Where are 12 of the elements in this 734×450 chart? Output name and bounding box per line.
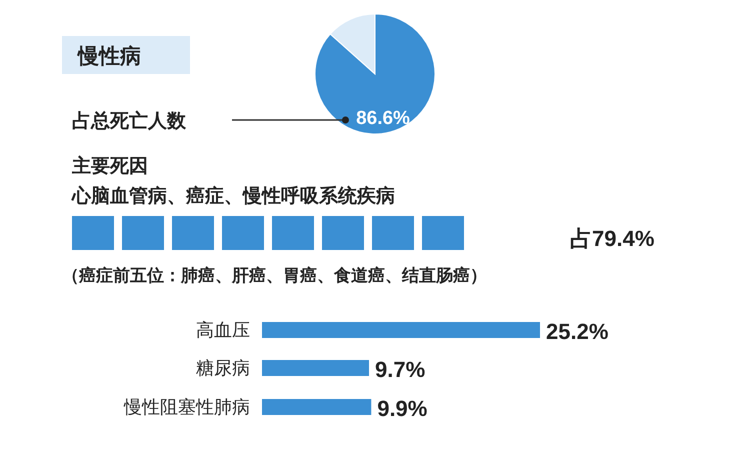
data-label: 9.7%: [375, 357, 426, 382]
data-label: 86.6%: [356, 108, 410, 129]
data-label: 25.2%: [546, 319, 608, 344]
text: 心脑血管病、癌症、慢性呼吸系统疾病: [71, 185, 395, 207]
y-tick-label: 糖尿病: [196, 358, 250, 378]
y-tick-label: 高血压: [196, 320, 250, 340]
text: 主要死因: [71, 155, 148, 177]
data-label: 9.9%: [377, 396, 428, 421]
text: 慢性病: [77, 44, 141, 68]
y-tick-label: 慢性阻塞性肺病: [123, 397, 250, 417]
text: 占79.4%: [570, 226, 654, 251]
text: （癌症前五位：肺癌、肝癌、胃癌、食道癌、结直肠癌）: [62, 266, 487, 285]
